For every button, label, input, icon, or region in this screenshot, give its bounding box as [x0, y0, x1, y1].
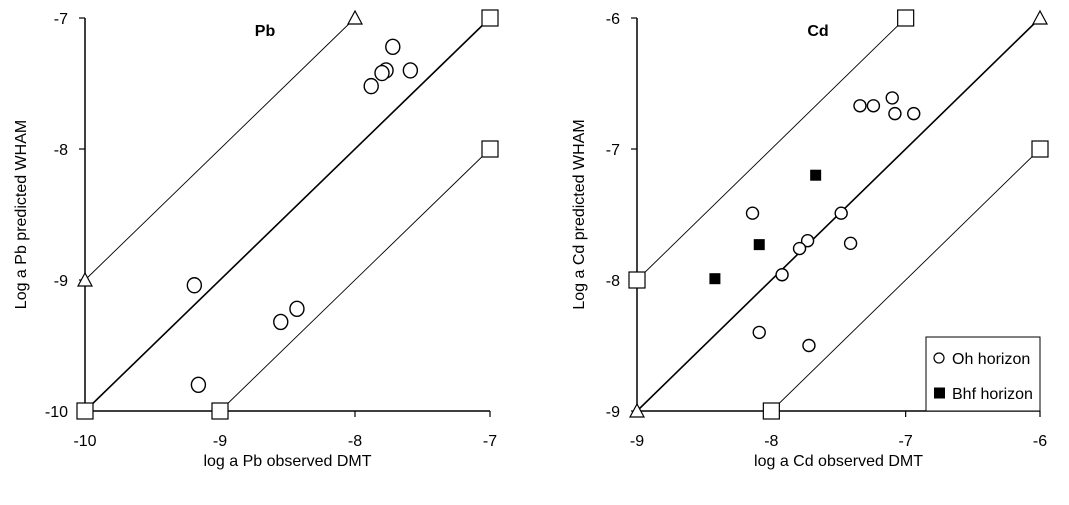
cd-end-marker-square: [1031, 140, 1049, 158]
pb-x-tick-label: -10: [73, 433, 96, 450]
cd-data-point: [802, 338, 816, 353]
pb-y-tick-label: -8: [54, 142, 68, 159]
pb-panel-title: Pb: [255, 23, 276, 40]
cd-y-axis-title: Log a Cd predicted WHAM: [571, 119, 588, 309]
cd-y-tick-label: -9: [606, 404, 620, 421]
pb-data-point: [374, 64, 390, 82]
cd-data-point: [752, 325, 766, 340]
pb-data-point: [273, 313, 289, 331]
legend-marker-bhf: [934, 387, 945, 399]
cd-data-point: [885, 91, 899, 105]
cd-x-tick-label: -7: [899, 433, 913, 450]
pb-y-tick-label: -10: [45, 404, 68, 421]
pb-x-tick-label: -7: [483, 433, 497, 450]
cd-data-point: [888, 106, 902, 121]
pb-end-marker-square: [481, 140, 499, 158]
pb-data-point: [190, 376, 207, 393]
pb-data-point: [186, 277, 203, 294]
cd-x-axis-title: log a Cd observed DMT: [754, 453, 923, 470]
pb-data-point: [385, 38, 401, 56]
cd-data-point-bhf: [810, 169, 822, 181]
cd-data-point: [800, 233, 815, 248]
cd-data-point-bhf: [753, 239, 765, 251]
cd-data-point: [907, 106, 921, 121]
pb-x-axis-title: log a Pb observed DMT: [203, 453, 371, 470]
cd-x-tick-label: -8: [764, 433, 778, 450]
pb-x-tick-label: -9: [213, 433, 227, 450]
legend-label: Bhf horizon: [952, 386, 1033, 403]
pb-end-marker-triangle: [76, 271, 94, 287]
cd-chart-panel: -9 -8 -7 -6 -9 -8 -7 -6 Cd log a Cd observed DMT L…: [571, 9, 1049, 470]
cd-end-marker-square: [897, 9, 915, 27]
pb-data-point: [402, 62, 419, 79]
cd-data-point: [834, 206, 848, 220]
cd-data-point: [792, 241, 807, 256]
pb-offset-line: [84, 17, 356, 281]
cd-data-point-bhf: [709, 273, 721, 285]
cd-legend: Oh horizon Bhf horizon: [925, 336, 1041, 412]
pb-end-marker-square: [76, 402, 94, 420]
pb-end-marker-square: [211, 402, 229, 420]
cd-y-tick-label: -6: [606, 11, 620, 28]
pb-data-point: [363, 77, 379, 95]
cd-data-point: [745, 206, 760, 220]
cd-x-tick-label: -6: [1033, 433, 1047, 450]
pb-chart-panel: -10 -9 -8 -7 -10 -9 -8 -7 Pb log a Pb observed DM…: [13, 9, 499, 470]
cd-data-point: [853, 99, 867, 113]
pb-end-marker-triangle: [346, 9, 364, 25]
legend-label: Oh horizon: [952, 351, 1030, 368]
cd-data-point: [775, 268, 789, 282]
cd-y-tick-label: -8: [606, 273, 620, 290]
cd-end-marker-square: [628, 271, 646, 289]
cd-end-marker-square: [762, 402, 780, 420]
cd-offset-line: [771, 148, 1041, 412]
cd-x-tick-label: -9: [630, 433, 644, 450]
legend-box: [925, 336, 1041, 412]
pb-y-tick-label: -9: [54, 273, 68, 290]
cd-end-marker-triangle: [628, 402, 646, 418]
pb-x-tick-label: -8: [348, 433, 362, 450]
pb-data-point: [289, 300, 305, 318]
cd-end-marker-triangle: [1031, 9, 1049, 25]
pb-y-axis-title: Log a Pb predicted WHAM: [13, 120, 30, 309]
cd-panel-title: Cd: [807, 23, 828, 40]
cd-data-point: [843, 236, 858, 251]
pb-offset-line: [219, 148, 491, 412]
pb-one-to-one-line: [84, 17, 491, 412]
cd-data-point: [866, 99, 881, 113]
legend-marker-oh: [933, 352, 945, 364]
pb-y-tick-label: -7: [54, 11, 68, 28]
cd-offset-line: [636, 17, 906, 281]
pb-end-marker-square: [481, 9, 499, 27]
cd-y-tick-label: -7: [606, 142, 620, 159]
